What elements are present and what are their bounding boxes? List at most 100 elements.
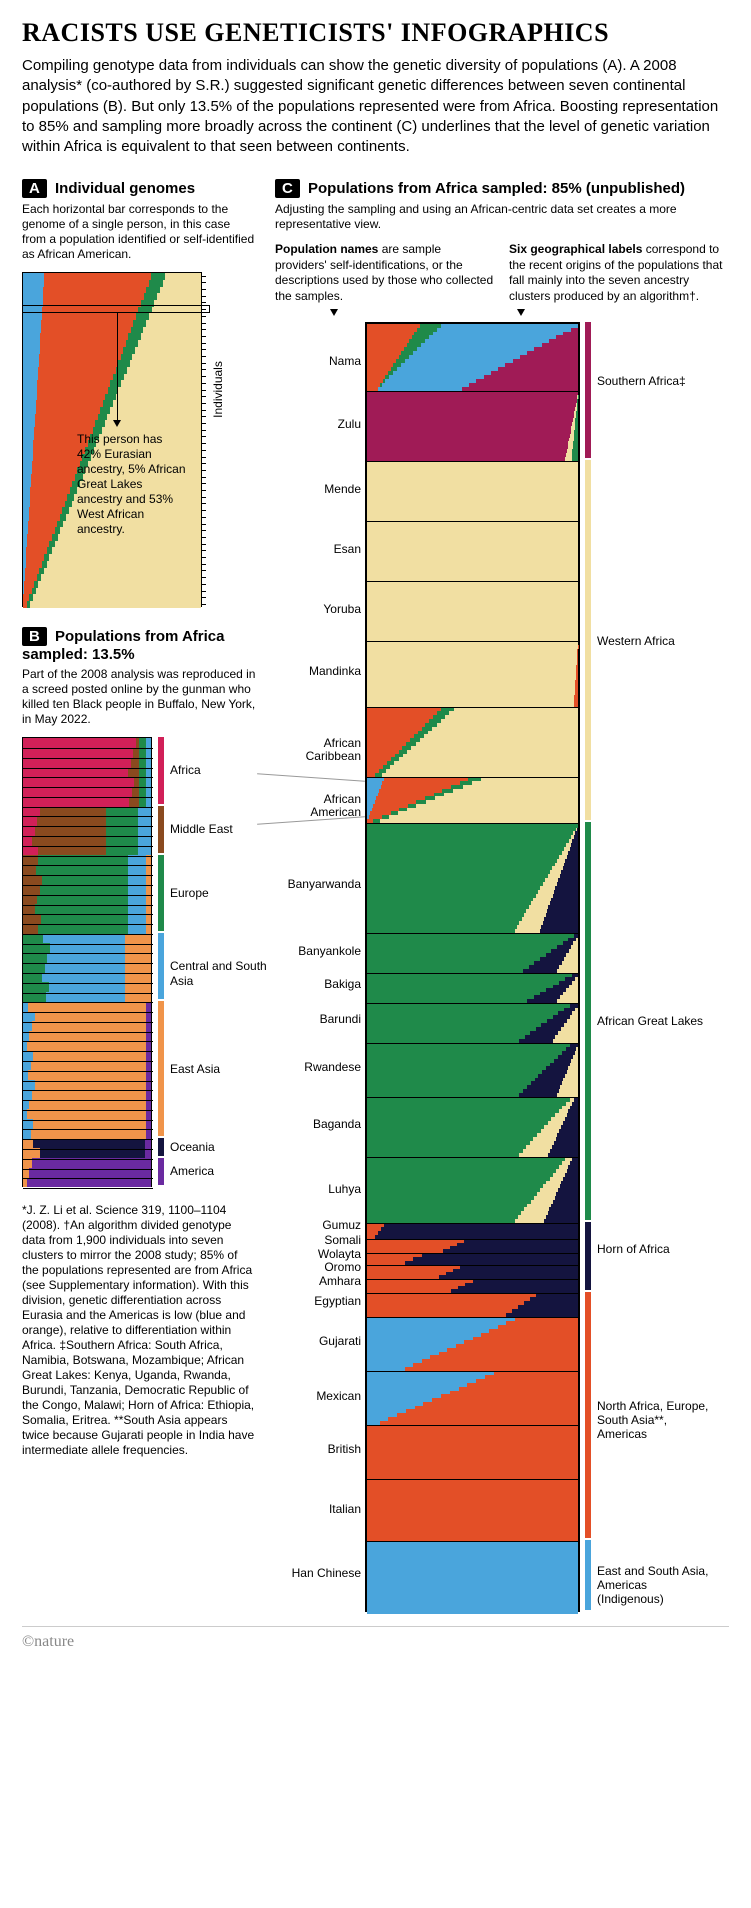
group-label: Horn of Africa	[597, 1242, 717, 1256]
individual-bar	[23, 574, 201, 581]
region-side-bar	[158, 737, 164, 803]
group-side-bar	[585, 1222, 591, 1290]
population-bar	[23, 1031, 151, 1041]
population-name: Bakiga	[275, 978, 361, 991]
population-bar	[23, 1041, 151, 1051]
population-name: British	[275, 1443, 361, 1456]
individual-bar	[23, 273, 201, 280]
population-name: Han Chinese	[275, 1567, 361, 1580]
individual-bar	[23, 387, 201, 394]
group-side-bar	[585, 822, 591, 1220]
population-row	[367, 1280, 578, 1294]
individual-bar	[23, 581, 201, 588]
population-row	[367, 1254, 578, 1266]
group-side-bar	[585, 1292, 591, 1538]
panel-a-ylabel: Individuals	[211, 361, 226, 418]
region-side-bar	[158, 1001, 164, 1136]
population-bar	[23, 885, 151, 895]
individual-bar	[23, 420, 201, 427]
group-label: Western Africa	[597, 634, 717, 648]
population-bar	[23, 807, 151, 817]
population-bar	[23, 865, 151, 875]
group-label: African Great Lakes	[597, 1014, 717, 1028]
individual-bar	[23, 407, 201, 414]
population-row	[367, 1240, 578, 1254]
population-row	[367, 392, 578, 462]
region-label: Middle East	[170, 822, 270, 837]
page-title: RACISTS USE GENETICISTS' INFOGRAPHICS	[22, 18, 729, 48]
population-row	[367, 1542, 578, 1614]
region-label: Europe	[170, 886, 270, 901]
population-name: Oromo	[275, 1261, 361, 1274]
population-bar	[23, 1021, 151, 1031]
population-name: Rwandese	[275, 1061, 361, 1074]
population-bar	[23, 1012, 151, 1022]
individual-bar	[23, 367, 201, 374]
panel-b-label: B	[22, 627, 47, 646]
population-bar	[23, 992, 151, 1002]
population-name: Nama	[275, 355, 361, 368]
population-name: Gujarati	[275, 1335, 361, 1348]
population-bar	[23, 982, 151, 992]
population-bar	[23, 1051, 151, 1061]
population-row	[367, 778, 578, 824]
region-side-bar	[158, 855, 164, 931]
population-name: African American	[275, 793, 361, 819]
population-bar	[23, 1002, 151, 1012]
population-bar	[23, 836, 151, 846]
population-bar	[23, 943, 151, 953]
population-bar	[23, 973, 151, 983]
group-side-bar	[585, 460, 591, 820]
population-bar	[23, 934, 151, 944]
population-name: Somali	[275, 1234, 361, 1247]
population-row	[367, 1266, 578, 1280]
individual-bar	[23, 554, 201, 561]
population-name: Wolayta	[275, 1248, 361, 1261]
region-label: Africa	[170, 763, 270, 778]
panel-c-chart: Southern Africa‡Western AfricaAfrican Gr…	[275, 322, 729, 1612]
population-row	[367, 1004, 578, 1044]
population-name: Zulu	[275, 418, 361, 431]
population-row	[367, 1224, 578, 1240]
population-bar	[23, 953, 151, 963]
region-label: Central and South Asia	[170, 959, 270, 989]
population-bar	[23, 914, 151, 924]
population-row	[367, 934, 578, 974]
individual-bar	[23, 340, 201, 347]
population-name: Amhara	[275, 1275, 361, 1288]
individual-bar	[23, 333, 201, 340]
individual-bar	[23, 601, 201, 608]
population-name: Italian	[275, 1503, 361, 1516]
individual-bar	[23, 347, 201, 354]
panel-a-chart: Individuals This person has 42% Eurasian…	[22, 272, 217, 607]
individual-bar	[23, 400, 201, 407]
panel-b-chart: AfricaMiddle EastEuropeCentral and South…	[22, 737, 252, 1187]
arrow-down-icon	[330, 309, 338, 316]
credit: ©nature	[22, 1626, 729, 1651]
population-name: Banyarwanda	[275, 878, 361, 891]
population-bar	[23, 826, 151, 836]
population-bar	[23, 963, 151, 973]
individual-bar	[23, 327, 201, 334]
individual-bar	[23, 568, 201, 575]
panel-a-annotation: This person has 42% Eurasian ancestry, 5…	[77, 432, 189, 537]
population-name: Yoruba	[275, 603, 361, 616]
individual-bar	[23, 588, 201, 595]
population-row	[367, 1318, 578, 1372]
individual-bar	[23, 547, 201, 554]
connector-line	[257, 773, 365, 782]
panel-c: C Populations from Africa sampled: 85% (…	[275, 179, 729, 1611]
group-side-bar	[585, 1540, 591, 1610]
population-bar	[23, 758, 151, 768]
individual-bar	[23, 414, 201, 421]
population-name: African Caribbean	[275, 737, 361, 763]
individual-bar	[23, 374, 201, 381]
panel-a: A Individual genomes Each horizontal bar…	[22, 179, 257, 607]
region-side-bar	[158, 1158, 164, 1185]
panel-b: B Populations from Africa sampled: 13.5%…	[22, 627, 257, 1187]
population-row	[367, 462, 578, 522]
region-side-bar	[158, 1138, 164, 1156]
population-row	[367, 1372, 578, 1426]
population-row	[367, 974, 578, 1004]
population-row	[367, 1098, 578, 1158]
